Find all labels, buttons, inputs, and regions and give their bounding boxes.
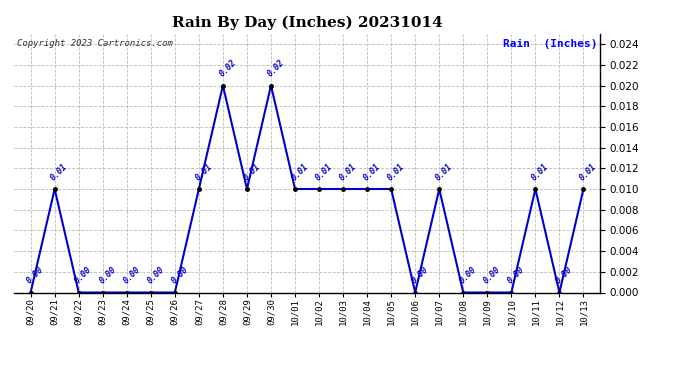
- Text: 0.01: 0.01: [313, 162, 334, 182]
- Text: 0.00: 0.00: [482, 265, 502, 285]
- Text: 0.00: 0.00: [554, 265, 574, 285]
- Text: Copyright 2023 Cartronics.com: Copyright 2023 Cartronics.com: [17, 39, 172, 48]
- Text: 0.00: 0.00: [121, 265, 141, 285]
- Text: 0.01: 0.01: [337, 162, 358, 182]
- Text: 0.01: 0.01: [386, 162, 406, 182]
- Text: 0.00: 0.00: [97, 265, 118, 285]
- Text: Rain  (Inches): Rain (Inches): [503, 39, 598, 49]
- Text: 0.00: 0.00: [146, 265, 166, 285]
- Text: 0.01: 0.01: [241, 162, 262, 182]
- Text: 0.00: 0.00: [169, 265, 190, 285]
- Text: 0.00: 0.00: [73, 265, 94, 285]
- Text: 0.00: 0.00: [25, 265, 46, 285]
- Text: 0.00: 0.00: [410, 265, 430, 285]
- Text: 0.02: 0.02: [217, 58, 238, 78]
- Text: 0.01: 0.01: [362, 162, 382, 182]
- Text: 0.02: 0.02: [266, 58, 286, 78]
- Text: 0.00: 0.00: [506, 265, 526, 285]
- Text: 0.01: 0.01: [290, 162, 310, 182]
- Text: 0.01: 0.01: [49, 162, 70, 182]
- Text: 0.01: 0.01: [530, 162, 551, 182]
- Text: 0.01: 0.01: [193, 162, 214, 182]
- Text: 0.01: 0.01: [578, 162, 598, 182]
- Title: Rain By Day (Inches) 20231014: Rain By Day (Inches) 20231014: [172, 15, 442, 30]
- Text: 0.00: 0.00: [457, 265, 478, 285]
- Text: 0.01: 0.01: [434, 162, 454, 182]
